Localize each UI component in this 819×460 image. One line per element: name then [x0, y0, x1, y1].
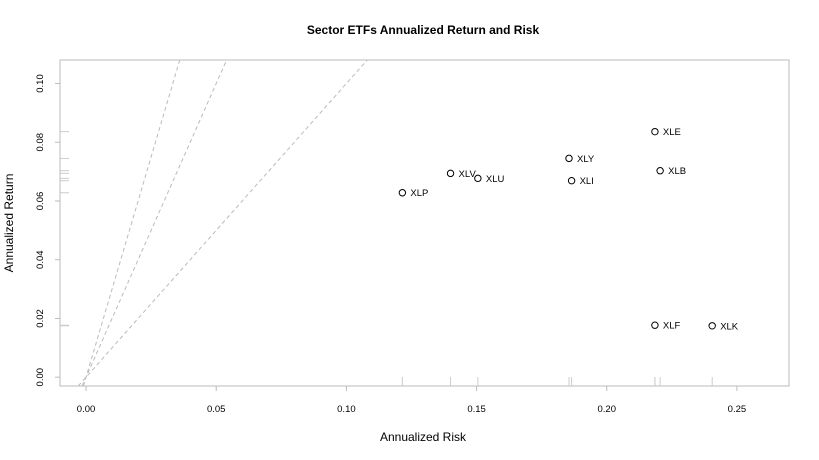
plot-frame: [59, 59, 790, 387]
point-label: XLF: [663, 321, 681, 332]
point-marker: [446, 169, 455, 178]
reference-line: [81, 59, 228, 387]
x-tick-label: 0.10: [337, 404, 356, 415]
reference-line: [77, 59, 368, 387]
point-label: XLP: [410, 188, 428, 199]
x-tick-label: 0.15: [467, 404, 486, 415]
reference-lines: [77, 59, 368, 387]
point-marker: [651, 127, 659, 136]
point-marker: [398, 189, 407, 197]
point-label: XLK: [720, 321, 739, 332]
point-marker: [474, 174, 482, 183]
point-marker: [651, 321, 659, 329]
y-tick-label: 0.10: [35, 74, 46, 93]
point-label: XLY: [577, 154, 595, 165]
x-tick-label: 0.00: [77, 404, 96, 415]
point-marker: [567, 177, 576, 185]
data-points: XLE XLY XLB XLV XLU XLI XLP XLF XLK: [398, 127, 739, 332]
x-tick-label: 0.20: [598, 404, 617, 415]
point-label: XLE: [663, 127, 681, 138]
rug-marks: [60, 131, 713, 386]
y-tick-label: 0.06: [35, 192, 46, 211]
x-axis-label: Annualized Risk: [380, 430, 467, 444]
y-tick-label: 0.00: [35, 368, 46, 387]
y-tick-label: 0.02: [35, 309, 46, 328]
x-tick-label: 0.25: [728, 404, 747, 415]
x-tick-label: 0.05: [207, 404, 226, 415]
point-marker: [708, 322, 716, 330]
chart-title: Sector ETFs Annualized Return and Risk: [307, 23, 540, 37]
y-axis: 0.00 0.02 0.04 0.06 0.08 0.10: [35, 74, 60, 386]
point-marker: [656, 167, 664, 175]
y-tick-label: 0.08: [35, 133, 46, 152]
point-label: XLI: [580, 176, 594, 187]
point-label: XLV: [459, 169, 477, 180]
reference-line: [82, 59, 181, 387]
point-label: XLU: [486, 174, 505, 185]
point-marker: [565, 154, 573, 163]
x-axis: 0.00 0.05 0.10 0.15 0.20 0.25: [77, 386, 746, 415]
y-tick-label: 0.04: [35, 250, 46, 269]
y-axis-label: Annualized Return: [2, 174, 16, 273]
point-label: XLB: [668, 166, 686, 177]
